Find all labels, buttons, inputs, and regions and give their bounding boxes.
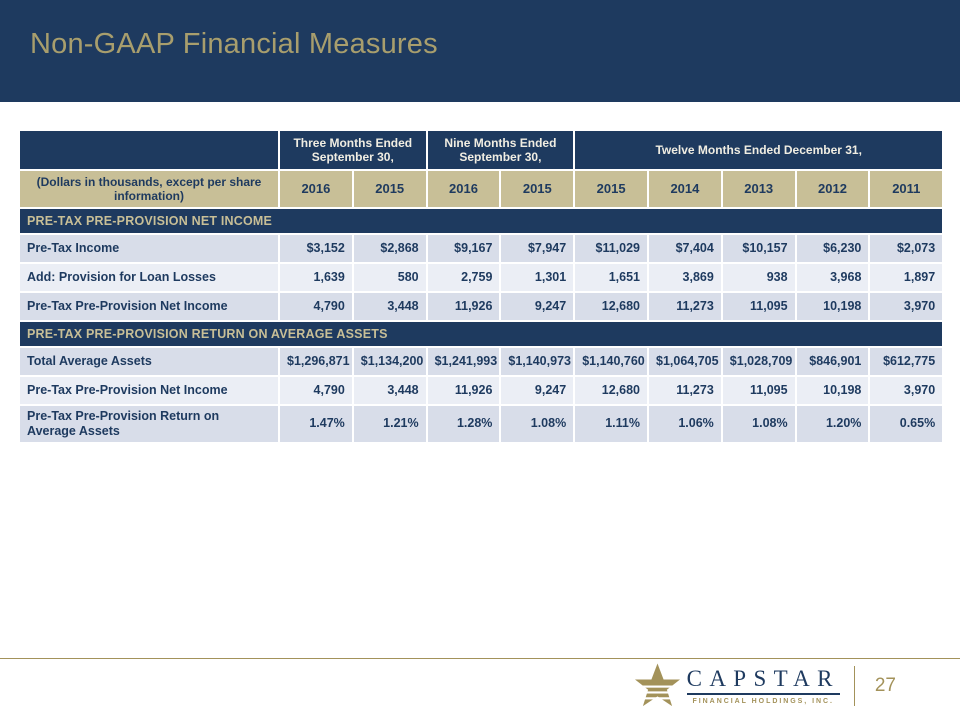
table-cell: $11,029	[573, 233, 649, 264]
table-cell: $1,140,760	[573, 346, 649, 377]
table-cell: $1,296,871	[278, 346, 354, 377]
page-title: Non-GAAP Financial Measures	[30, 28, 438, 60]
table-cell: 3,869	[647, 262, 723, 293]
section-header-return-on-average-assets: PRE-TAX PRE-PROVISION RETURN ON AVERAGE …	[17, 320, 945, 348]
table-cell: 3,448	[351, 291, 428, 322]
table-cell: 1.47%	[278, 404, 354, 444]
table-cell: $7,404	[647, 233, 723, 264]
year-column-header: 2015	[499, 169, 576, 209]
table-cell: 938	[720, 262, 797, 293]
table-cell: 3,448	[351, 375, 428, 406]
table-cell: 11,095	[720, 291, 797, 322]
table-cell: $7,947	[499, 233, 576, 264]
table-cell: 2,759	[425, 262, 502, 293]
table-cell: 11,273	[647, 375, 723, 406]
capstar-logo-subtitle: FINANCIAL HOLDINGS, INC.	[692, 698, 834, 705]
table-cell: $1,064,705	[647, 346, 723, 377]
table-cell: 1.11%	[573, 404, 649, 444]
non-gaap-financial-table: Three Months Ended September 30, Nine Mo…	[17, 129, 945, 444]
table-cell: 1.08%	[720, 404, 797, 444]
table-cell: $1,028,709	[720, 346, 797, 377]
table-cell: $1,140,973	[499, 346, 576, 377]
table-cell: 0.65%	[868, 404, 945, 444]
table-cell: 1,301	[499, 262, 576, 293]
year-column-header: 2016	[425, 169, 502, 209]
table-cell: $612,775	[868, 346, 945, 377]
section-header-row: PRE-TAX PRE-PROVISION RETURN ON AVERAGE …	[17, 320, 945, 348]
year-column-header: 2014	[647, 169, 723, 209]
capstar-logo: CAPSTAR FINANCIAL HOLDINGS, INC.	[634, 662, 840, 710]
table-cell: 12,680	[573, 291, 649, 322]
table-cell: $3,152	[278, 233, 354, 264]
table-cell: $1,134,200	[351, 346, 428, 377]
row-label: Pre-Tax Income	[18, 233, 280, 264]
table-cell: 1,651	[573, 262, 649, 293]
table-row: Total Average Assets $1,296,871 $1,134,2…	[18, 346, 945, 377]
year-column-header: 2016	[278, 169, 354, 209]
table-cell: 580	[351, 262, 428, 293]
row-label: Pre-Tax Pre-Provision Return on Average …	[18, 404, 280, 444]
table-cell: 1.06%	[647, 404, 723, 444]
capstar-logo-text: CAPSTAR FINANCIAL HOLDINGS, INC.	[686, 667, 840, 705]
table-cell: 1,639	[278, 262, 354, 293]
table-cell: 1.28%	[425, 404, 502, 444]
section-header-row: PRE-TAX PRE-PROVISION NET INCOME	[17, 207, 945, 235]
year-column-header: 2015	[573, 169, 649, 209]
table-cell: 12,680	[573, 375, 649, 406]
table-cell: 11,926	[425, 291, 502, 322]
table-cell: 1.21%	[351, 404, 428, 444]
footer-divider-line	[0, 658, 960, 659]
header-group-twelve-months: Twelve Months Ended December 31,	[573, 129, 945, 171]
capstar-star-icon	[634, 663, 680, 707]
table-cell: 4,790	[278, 291, 354, 322]
page-number: 27	[874, 675, 896, 696]
table-cell: 3,968	[794, 262, 871, 293]
table-cell: 3,970	[868, 375, 945, 406]
table-units-note: (Dollars in thousands, except per share …	[18, 169, 280, 209]
year-column-header: 2015	[351, 169, 428, 209]
table-cell: 3,970	[868, 291, 945, 322]
table-cell: 4,790	[278, 375, 354, 406]
header-group-three-months: Three Months Ended September 30,	[278, 129, 428, 171]
table-cell: 1.08%	[499, 404, 576, 444]
header-empty-cell	[18, 129, 280, 171]
year-column-header: 2012	[794, 169, 871, 209]
table-header-groups-row: Three Months Ended September 30, Nine Mo…	[18, 129, 945, 171]
financial-table-container: Three Months Ended September 30, Nine Mo…	[17, 129, 945, 444]
table-cell: 10,198	[794, 375, 871, 406]
table-cell: 11,273	[647, 291, 723, 322]
table-cell: $10,157	[720, 233, 797, 264]
row-label: Add: Provision for Loan Losses	[18, 262, 280, 293]
table-row: Pre-Tax Pre-Provision Net Income 4,790 3…	[18, 291, 945, 322]
year-column-header: 2011	[868, 169, 945, 209]
table-cell: $846,901	[794, 346, 871, 377]
table-cell: 11,926	[425, 375, 502, 406]
title-band: Non-GAAP Financial Measures	[0, 0, 960, 102]
row-label: Pre-Tax Pre-Provision Net Income	[18, 291, 280, 322]
table-cell: 9,247	[499, 291, 576, 322]
row-label: Pre-Tax Pre-Provision Net Income	[18, 375, 280, 406]
table-row: Pre-Tax Pre-Provision Net Income 4,790 3…	[18, 375, 945, 406]
table-cell: $2,868	[351, 233, 428, 264]
table-cell: $6,230	[794, 233, 871, 264]
capstar-logo-name: CAPSTAR	[686, 667, 840, 695]
table-cell: $2,073	[868, 233, 945, 264]
table-cell: 1.20%	[794, 404, 871, 444]
table-row: Add: Provision for Loan Losses 1,639 580…	[18, 262, 945, 293]
year-column-header: 2013	[720, 169, 797, 209]
table-header-years-row: (Dollars in thousands, except per share …	[18, 169, 945, 209]
table-cell: $9,167	[425, 233, 502, 264]
table-cell: 10,198	[794, 291, 871, 322]
header-group-nine-months: Nine Months Ended September 30,	[425, 129, 576, 171]
table-cell: 11,095	[720, 375, 797, 406]
row-label: Total Average Assets	[18, 346, 280, 377]
table-cell: $1,241,993	[425, 346, 502, 377]
footer: CAPSTAR FINANCIAL HOLDINGS, INC. 27	[634, 662, 902, 710]
table-row: Pre-Tax Pre-Provision Return on Average …	[18, 404, 945, 444]
table-cell: 9,247	[499, 375, 576, 406]
table-cell: 1,897	[868, 262, 945, 293]
table-row: Pre-Tax Income $3,152 $2,868 $9,167 $7,9…	[18, 233, 945, 264]
footer-vertical-divider	[853, 666, 855, 706]
section-header-pretax-preprovision-net-income: PRE-TAX PRE-PROVISION NET INCOME	[17, 207, 945, 235]
